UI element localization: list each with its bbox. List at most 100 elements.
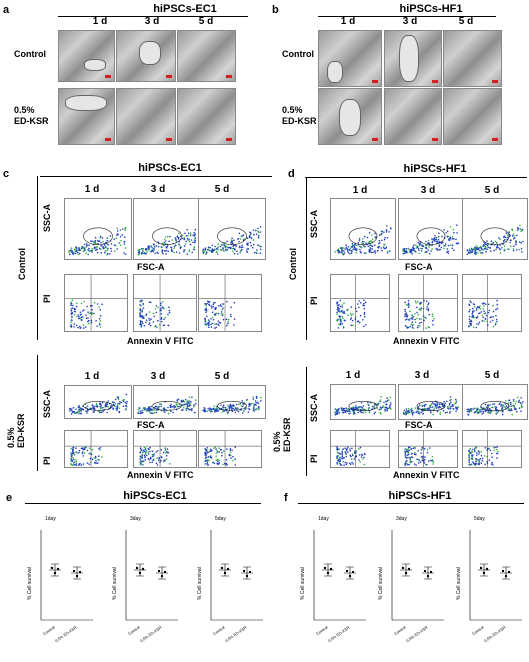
flow-dot	[178, 232, 180, 235]
flow-dot	[79, 252, 81, 255]
flow-dot	[166, 450, 168, 453]
survival-point	[352, 571, 354, 573]
flow-dot	[225, 410, 228, 412]
flow-dot	[469, 322, 472, 325]
flow-dot	[432, 409, 435, 411]
flow-dot	[353, 410, 355, 412]
flow-dot	[366, 236, 369, 239]
flow-dot	[93, 301, 96, 304]
flow-dot	[361, 406, 363, 409]
flow-dot	[160, 405, 162, 408]
flow-dot	[179, 405, 182, 407]
flow-dot	[436, 406, 438, 408]
flow-dot	[346, 448, 348, 450]
flow-dot	[187, 405, 189, 407]
flow-dot	[76, 452, 79, 454]
flow-dot	[82, 316, 84, 318]
flow-dot	[440, 246, 443, 249]
flow-dot	[144, 408, 146, 410]
flow-dot	[87, 322, 90, 325]
flow-dot	[139, 447, 142, 449]
flow-dot	[102, 247, 105, 250]
flow-dot	[427, 239, 430, 242]
flow-dot	[222, 407, 224, 409]
flow-dot	[470, 450, 473, 453]
flow-dot	[190, 408, 192, 411]
flow-dot	[381, 239, 383, 242]
scale-bar	[166, 138, 172, 141]
flow-dot	[485, 246, 487, 248]
flow-dot	[476, 323, 478, 325]
flow-dot	[226, 300, 228, 303]
flow-dot	[482, 249, 485, 251]
panel-d-ctrl-pi-label: PI	[309, 296, 319, 305]
flow-dot	[213, 405, 216, 407]
flow-dot	[185, 409, 188, 412]
flow-dot	[355, 244, 358, 247]
flow-dot	[140, 299, 142, 302]
flow-dot	[219, 322, 222, 324]
flow-dot	[404, 464, 406, 466]
flow-dot	[353, 408, 356, 410]
flow-dot	[163, 244, 165, 246]
flow-dot	[139, 460, 142, 462]
flow-dot	[192, 234, 194, 236]
flow-dot	[449, 226, 452, 228]
flow-dot	[447, 407, 449, 409]
flow-dot	[94, 236, 97, 239]
flow-dot	[477, 323, 480, 325]
flow-dot	[494, 406, 496, 408]
flow-dot	[474, 463, 477, 466]
flow-dot	[153, 244, 155, 247]
flow-dot	[432, 323, 434, 326]
flow-dot	[427, 303, 429, 306]
survival-point	[326, 571, 330, 575]
flow-dot	[123, 243, 126, 245]
flow-dot	[87, 253, 89, 256]
flow-dot	[469, 451, 472, 454]
flow-dot	[341, 304, 343, 306]
flow-dot	[351, 458, 353, 460]
flow-dot	[380, 233, 383, 235]
flow-dot	[229, 313, 232, 316]
flow-dot	[411, 409, 414, 412]
flow-dot	[207, 246, 210, 249]
survival-subtitle: 5day	[215, 516, 226, 522]
flow-dot	[99, 449, 101, 451]
flow-dot	[177, 398, 180, 401]
flow-dot	[503, 245, 506, 247]
scale-bar	[432, 80, 438, 83]
flow-dot	[252, 243, 255, 246]
flow-dot	[387, 399, 390, 401]
flow-dot	[339, 322, 342, 325]
flow-dot	[248, 236, 251, 239]
flow-dot	[447, 405, 449, 408]
flow-dot	[204, 463, 206, 465]
flow-dot	[147, 453, 150, 455]
flow-dot	[153, 249, 155, 251]
flow-dot	[341, 451, 343, 454]
flow-dot	[429, 405, 431, 407]
flow-dot	[150, 457, 152, 460]
flow-dot	[78, 410, 80, 412]
flow-dot	[385, 247, 387, 250]
flow-dot	[204, 454, 206, 456]
flow-dot	[210, 410, 213, 412]
flow-dot	[229, 449, 232, 451]
flow-dot	[360, 405, 362, 408]
flow-dot	[421, 446, 424, 449]
flow-dot	[230, 306, 232, 309]
flow-dot	[168, 309, 171, 312]
flow-dot	[471, 456, 473, 458]
flow-dot	[71, 454, 73, 457]
flow-dot	[204, 247, 207, 249]
flow-dot	[80, 412, 82, 415]
flow-dot	[417, 406, 420, 408]
flow-dot	[508, 399, 510, 402]
panel-d-label: d	[288, 168, 295, 180]
flow-dot	[369, 247, 371, 249]
flow-dot	[217, 248, 219, 251]
flow-dot	[475, 460, 477, 463]
flow-dot	[496, 320, 498, 323]
flow-dot	[405, 462, 408, 465]
